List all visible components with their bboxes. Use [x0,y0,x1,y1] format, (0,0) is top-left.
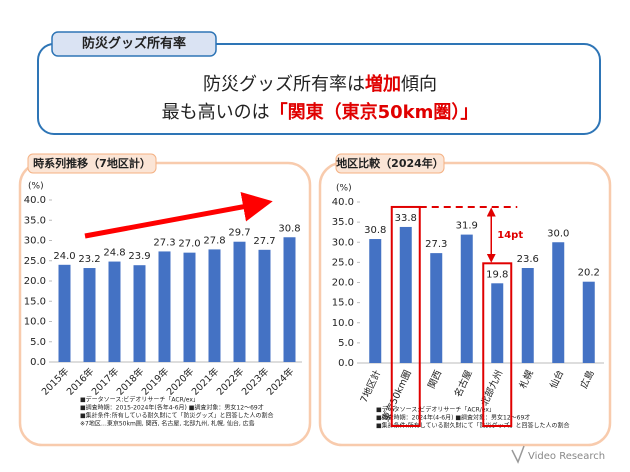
y-tick-label: 40.0 [24,195,46,206]
value-label: 27.3 [153,237,175,248]
panel-title: 時系列推移（7地区計） [33,156,151,170]
value-label: 24.8 [103,248,125,259]
value-label: 31.9 [456,221,478,232]
y-tick-label: 35.0 [24,215,46,226]
bar [491,283,504,363]
bar [108,261,121,362]
header-tab-text: 防災グッズ所有率 [82,36,186,52]
panel-title: 地区比較（2024年） [336,156,444,170]
value-label: 20.2 [578,268,600,279]
panel-tab [27,153,157,174]
bar [283,237,296,362]
value-label: 27.7 [253,236,275,247]
bar [208,249,221,362]
highlight-box [390,205,421,427]
bar [582,281,595,363]
value-label: 30.8 [278,223,300,234]
annotation: 14pt [497,230,523,241]
bar [552,242,565,363]
value-label: 29.7 [228,228,250,239]
y-tick-label: 30.0 [24,236,46,247]
bar [258,249,271,362]
value-label: 23.9 [128,251,150,262]
y-tick-label: 25.0 [24,256,46,267]
bar [460,234,473,363]
y-tick-label: 20.0 [332,278,354,289]
y-tick-label: 40.0 [332,197,354,208]
note: ■調査時期：2015-2024年(各年4-6月) ■調査対象：男女12～69才 [80,404,264,412]
value-label: 19.8 [486,269,508,280]
y-tick-label: 10.0 [24,317,46,328]
bar [233,241,246,362]
note: ■集計条件:所有している耐久財にて「防災グッズ」と回答した人の割合 [376,422,570,430]
headline-segment: 増加 [365,73,401,95]
bar [399,226,412,363]
headline-segment: 「関東（東京50km圏）」 [270,101,479,123]
note: ※7地区…東京50km圏, 関西, 名古屋, 北部九州, 札幌, 仙台, 広島 [80,420,255,428]
header-tab [51,31,217,57]
y-tick-label: 30.0 [332,237,354,248]
bar [58,264,71,362]
logo-text: Video Research [528,451,605,462]
bar [158,251,171,362]
bar [521,268,534,363]
y-tick-label: 20.0 [24,276,46,287]
headline-segment: 防災グッズ所有率は [203,74,365,95]
highlight-box [482,262,513,427]
headline-line: 防災グッズ所有率は増加傾向 [203,73,437,95]
headline-line: 最も高いのは「関東（東京50km圏）」 [162,101,479,123]
y-tick-label: 25.0 [332,257,354,268]
y-tick-label: 15.0 [332,298,354,309]
y-unit: (%) [28,182,44,192]
value-label: 23.2 [78,254,100,265]
value-label: 30.0 [547,228,569,239]
value-label: 27.0 [178,239,200,250]
y-tick-label: 15.0 [24,296,46,307]
y-tick-label: 0.0 [338,358,354,369]
trend-arrow [84,191,273,239]
bar [369,239,382,363]
note: ■データソース:ビデオリサーチ「ACR/ex」 [80,396,199,404]
headline-segment: 最も高いのは [162,102,270,123]
value-label: 30.8 [364,225,386,236]
y-tick-label: 35.0 [332,217,354,228]
value-label: 33.8 [395,213,417,224]
bar [83,268,96,362]
value-label: 27.3 [425,239,447,250]
value-label: 23.6 [517,254,539,265]
value-label: 27.8 [203,235,225,246]
panel-tab [335,153,445,174]
note: ■調査時期：2024年(4-6月) ■調査対象：男女12～69才 [376,414,530,422]
note: ■データソース:ビデオリサーチ「ACR/ex」 [376,406,495,414]
headline-box [37,43,601,135]
bar [183,252,196,362]
y-tick-label: 5.0 [30,337,46,348]
y-tick-label: 5.0 [338,338,354,349]
bar [430,253,443,363]
y-tick-label: 0.0 [30,357,46,368]
y-unit: (%) [336,184,352,194]
bar [133,265,146,362]
logo: Video Research [511,445,605,464]
y-tick-label: 10.0 [332,318,354,329]
headline-segment: 傾向 [401,74,437,95]
value-label: 24.0 [53,251,75,262]
note: ■集計条件:所有している耐久財にて「防災グッズ」と回答した人の割合 [80,412,274,420]
